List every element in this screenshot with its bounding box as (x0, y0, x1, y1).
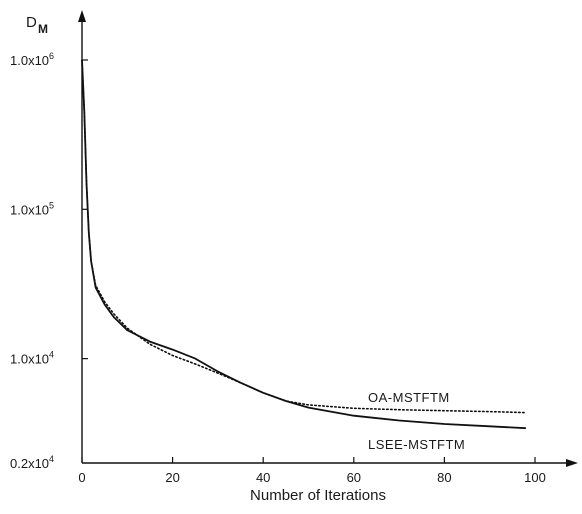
x-tick-label-40: 40 (256, 470, 270, 485)
series-line-oa-mstftm (81, 59, 527, 414)
y-tick-label-0: 1.0x106 (10, 51, 54, 68)
x-tick-label-20: 20 (165, 470, 179, 485)
series-line-lsee-mstftm (81, 59, 526, 430)
y-axis-title-main: D (26, 14, 37, 31)
series-label-oa-mstftm: OA-MSTFTM (368, 390, 450, 405)
x-ticks: 0 20 40 60 80 100 (78, 457, 546, 485)
x-tick-label-60: 60 (347, 470, 361, 485)
x-tick-label-0: 0 (78, 470, 85, 485)
x-tick-label-80: 80 (437, 470, 451, 485)
x-tick-label-100: 100 (524, 470, 546, 485)
y-axis-arrow (78, 10, 86, 22)
series-lines (81, 59, 527, 430)
x-axis-arrow (566, 459, 578, 467)
y-axis-title: D M (26, 14, 48, 36)
y-axis-title-subscript: M (38, 22, 48, 36)
y-tick-label-1: 1.0x105 (10, 200, 54, 217)
y-tick-label-3: 0.2x104 (10, 454, 54, 471)
x-axis-title: Number of Iterations (250, 487, 386, 504)
y-ticks: 1.0x106 1.0x105 1.0x104 0.2x104 (10, 51, 88, 471)
series-label-lsee-mstftm: LSEE-MSTFTM (368, 437, 465, 452)
y-tick-label-2: 1.0x104 (10, 350, 54, 367)
